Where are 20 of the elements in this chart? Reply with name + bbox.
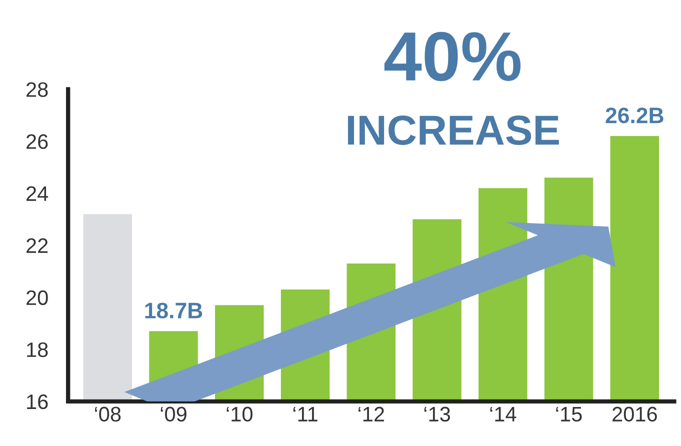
- y-tick-label: 28: [26, 82, 48, 97]
- x-tick-label: ‘10: [226, 406, 252, 422]
- x-tick-label: ‘11: [293, 407, 318, 422]
- x-tick-label: ‘15: [556, 407, 582, 422]
- y-tick-label: 20: [26, 290, 48, 306]
- x-tick-label: ‘09: [160, 406, 186, 422]
- x-tick-label: ‘14: [490, 407, 516, 422]
- y-tick-label: 22: [26, 238, 48, 253]
- x-tick-label: 2016: [612, 406, 657, 422]
- y-tick-label: 26: [26, 134, 48, 149]
- y-tick-label: 16: [27, 394, 48, 410]
- data-label: 26.2B: [606, 108, 664, 124]
- data-label: 18.7B: [145, 302, 202, 318]
- text: 40%: [384, 32, 521, 82]
- x-tick-label: ‘08: [95, 406, 121, 422]
- y-tick-label: 24: [26, 186, 48, 201]
- annotation: INCREASE: [348, 115, 559, 145]
- x-tick-label: ‘12: [358, 406, 384, 422]
- y-tick-label: 18: [27, 342, 48, 358]
- x-tick-label: ‘13: [424, 406, 450, 422]
